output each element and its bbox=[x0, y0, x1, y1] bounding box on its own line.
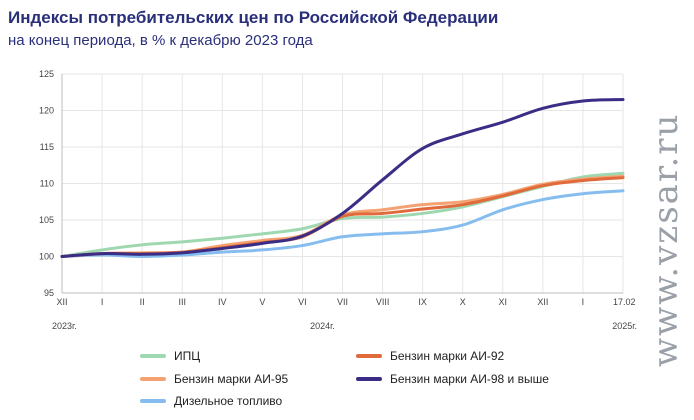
legend-item-ai92: Бензин марки АИ-92 bbox=[356, 349, 504, 363]
x-tick-label: VI bbox=[298, 297, 307, 307]
legend-label: Бензин марки АИ-95 bbox=[174, 372, 289, 386]
y-tick-label: 95 bbox=[44, 288, 54, 298]
legend-swatch bbox=[140, 399, 166, 403]
legend-swatch bbox=[140, 354, 166, 358]
legend-swatch bbox=[356, 377, 382, 381]
x-tick-label: XI bbox=[499, 297, 508, 307]
chart-subtitle: на конец периода, в % к декабрю 2023 год… bbox=[8, 32, 313, 49]
chart-title: Индексы потребительских цен по Российско… bbox=[8, 8, 499, 27]
x-tick-label: 17.02 bbox=[613, 297, 636, 307]
x-tick-label: I bbox=[582, 297, 585, 307]
series-line bbox=[60, 98, 625, 258]
legend-label: Бензин марки АИ-98 и выше bbox=[390, 372, 549, 386]
x-tick-label: III bbox=[178, 297, 186, 307]
legend-label: Дизельное топливо bbox=[174, 394, 283, 408]
legend-item-diesel: Дизельное топливо bbox=[140, 394, 282, 408]
y-tick-label: 100 bbox=[39, 252, 54, 262]
x-tick-label: I bbox=[101, 297, 104, 307]
x-tick-label: V bbox=[259, 297, 265, 307]
watermark-text: www.vzsar.ru bbox=[646, 112, 686, 368]
x-tick-label: IV bbox=[218, 297, 227, 307]
x-tick-label: VIII bbox=[376, 297, 390, 307]
series-line bbox=[60, 189, 625, 258]
year-label: 2023г. bbox=[52, 321, 77, 331]
year-label: 2025г. bbox=[612, 321, 637, 331]
y-tick-label: 125 bbox=[39, 69, 54, 79]
x-tick-label: XII bbox=[56, 297, 67, 307]
y-tick-label: 115 bbox=[40, 142, 54, 152]
legend-item-ai98: Бензин марки АИ-98 и выше bbox=[356, 372, 549, 386]
x-tick-label: X bbox=[460, 297, 466, 307]
legend-swatch bbox=[140, 377, 166, 381]
legend-item-ai95: Бензин марки АИ-95 bbox=[140, 372, 288, 386]
y-tick-label: 105 bbox=[39, 215, 54, 225]
y-tick-label: 110 bbox=[40, 179, 54, 189]
x-tick-label: XII bbox=[537, 297, 548, 307]
x-tick-label: IX bbox=[418, 297, 427, 307]
legend-label: Бензин марки АИ-92 bbox=[390, 349, 505, 363]
y-tick-label: 120 bbox=[39, 106, 54, 116]
year-label: 2024г. bbox=[310, 321, 335, 331]
x-tick-label: II bbox=[140, 297, 145, 307]
legend-label: ИПЦ bbox=[174, 349, 201, 363]
legend-swatch bbox=[356, 354, 382, 358]
legend-item-cpi: ИПЦ bbox=[140, 349, 200, 363]
x-tick-label: VII bbox=[337, 297, 348, 307]
